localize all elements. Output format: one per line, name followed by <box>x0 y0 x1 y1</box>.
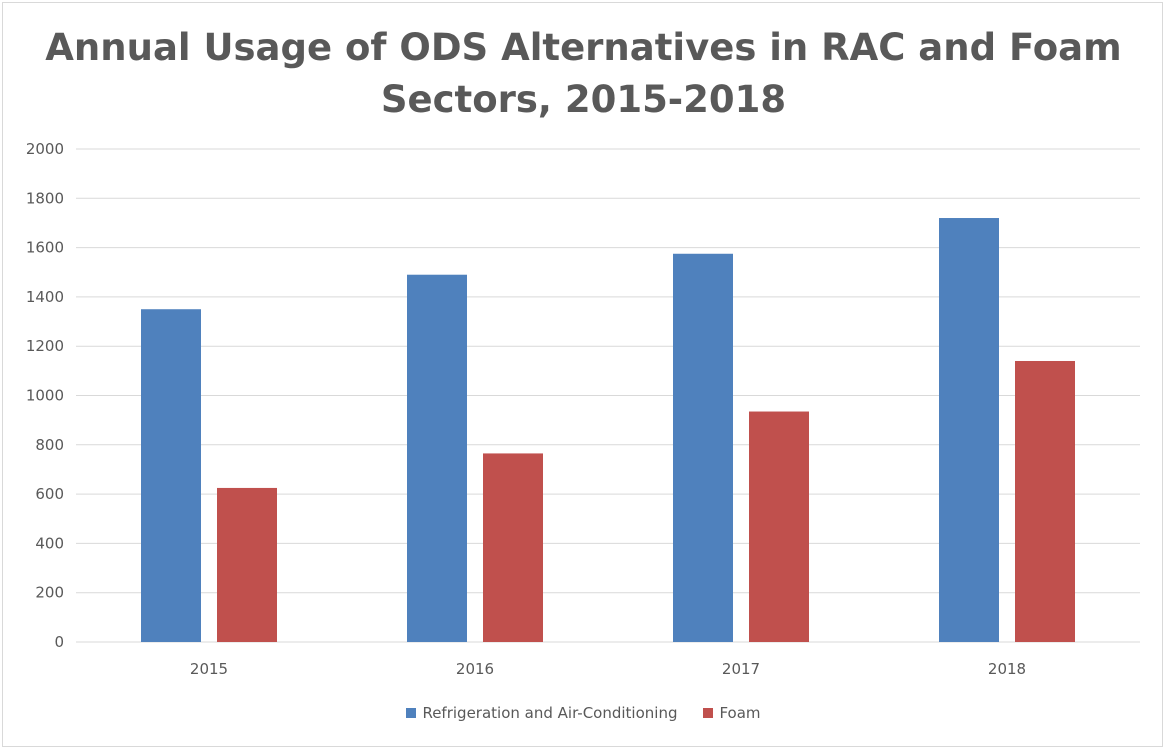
bar-foam-2016 <box>483 453 543 642</box>
chart-title-line-1: Annual Usage of ODS Alternatives in RAC … <box>45 26 1122 69</box>
legend: Refrigeration and Air-Conditioning Foam <box>0 704 1167 722</box>
legend-item-foam: Foam <box>703 704 761 722</box>
bar-rac-2015 <box>141 309 201 642</box>
legend-item-rac: Refrigeration and Air-Conditioning <box>406 704 677 722</box>
x-tick-label: 2015 <box>190 660 228 678</box>
bar-rac-2018 <box>939 218 999 642</box>
bar-foam-2017 <box>749 411 809 642</box>
y-tick-label: 1000 <box>26 387 64 405</box>
legend-label-foam: Foam <box>719 704 761 722</box>
y-tick-label: 400 <box>35 534 64 552</box>
chart-title-line-2: Sectors, 2015-2018 <box>380 78 787 121</box>
y-tick-label: 0 <box>54 633 64 651</box>
bar-rac-2017 <box>673 253 733 642</box>
y-tick-label: 1400 <box>26 288 64 306</box>
bar-rac-2016 <box>407 274 467 642</box>
bar-foam-2018 <box>1015 360 1075 642</box>
y-tick-label: 1600 <box>26 239 64 257</box>
y-tick-label: 1800 <box>26 189 64 207</box>
x-tick-label: 2018 <box>988 660 1026 678</box>
y-tick-label: 2000 <box>26 140 64 158</box>
y-tick-label: 200 <box>35 584 64 602</box>
chart-title: Annual Usage of ODS Alternatives in RAC … <box>0 22 1167 126</box>
legend-swatch-rac <box>406 708 417 718</box>
y-tick-label: 1200 <box>26 337 64 355</box>
bar-foam-2015 <box>217 487 277 642</box>
x-tick-label: 2017 <box>722 660 760 678</box>
legend-swatch-foam <box>703 708 714 718</box>
x-tick-label: 2016 <box>456 660 494 678</box>
y-tick-label: 800 <box>35 436 64 454</box>
legend-label-rac: Refrigeration and Air-Conditioning <box>422 704 678 722</box>
y-tick-label: 600 <box>35 485 64 503</box>
